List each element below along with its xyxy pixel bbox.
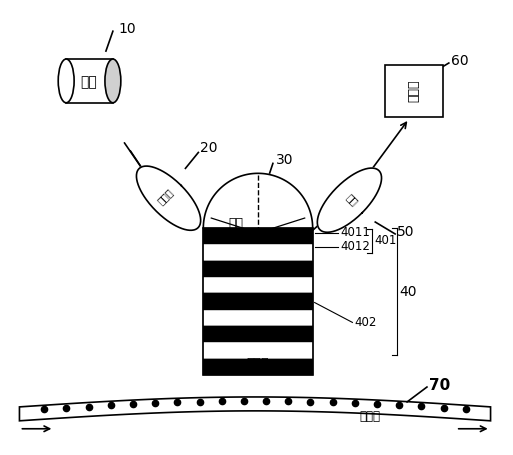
Bar (203, 343, 312, 359)
Ellipse shape (58, 59, 74, 103)
Text: 401: 401 (374, 234, 397, 248)
Text: 50: 50 (397, 225, 415, 239)
Text: 偏光器: 偏光器 (156, 187, 175, 206)
Polygon shape (203, 173, 312, 228)
Ellipse shape (105, 59, 121, 103)
Text: 4012: 4012 (341, 240, 370, 253)
Polygon shape (66, 59, 113, 103)
Bar (203, 326, 312, 343)
Text: 棱锶: 棱锶 (229, 217, 244, 229)
Text: 10: 10 (119, 22, 136, 36)
Polygon shape (136, 166, 201, 230)
Text: 402: 402 (354, 316, 377, 329)
Text: 20: 20 (201, 142, 218, 156)
Bar (203, 228, 312, 244)
Bar (203, 244, 312, 261)
Text: 检测器: 检测器 (407, 80, 421, 102)
Text: 样品层: 样品层 (360, 410, 380, 423)
Polygon shape (19, 397, 490, 421)
Text: 石墨烯: 石墨烯 (247, 357, 269, 369)
Bar (203, 310, 312, 326)
Polygon shape (318, 168, 382, 233)
Text: 光源: 光源 (81, 75, 97, 89)
Bar (203, 261, 312, 277)
Text: 60: 60 (451, 54, 468, 68)
Bar (203, 293, 312, 310)
Text: 40: 40 (399, 285, 417, 298)
Bar (203, 359, 312, 375)
Text: 透镜: 透镜 (345, 192, 360, 208)
Text: 30: 30 (276, 153, 293, 167)
Bar (203, 228, 312, 375)
Bar (203, 277, 312, 293)
Text: 70: 70 (429, 378, 450, 393)
Text: 4011: 4011 (341, 227, 370, 239)
Bar (385, 65, 443, 116)
